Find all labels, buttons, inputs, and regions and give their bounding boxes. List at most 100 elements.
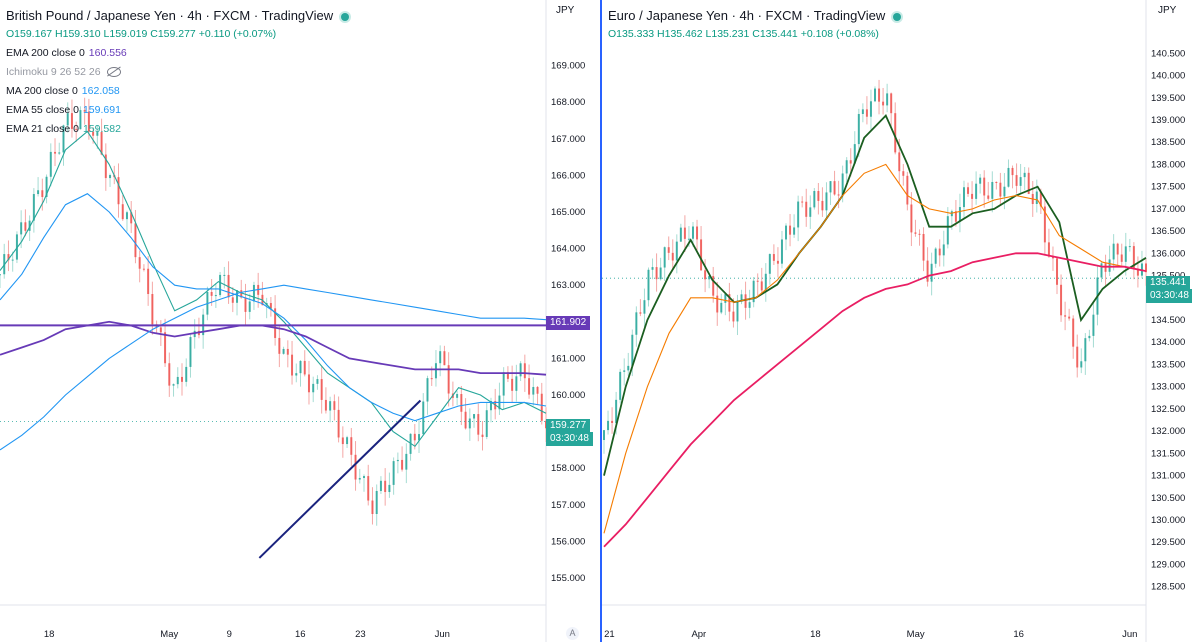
candle-body <box>481 434 484 437</box>
y-tick-label: 167.000 <box>551 134 585 145</box>
candle-body <box>210 291 213 296</box>
candle-body <box>489 401 492 411</box>
candle-body <box>286 348 289 355</box>
candle-body <box>962 187 965 208</box>
candle-body <box>70 113 73 129</box>
candle-body <box>1064 315 1067 317</box>
indicator-ema55[interactable]: EMA 55 close 0 159.691 <box>6 104 121 116</box>
x-tick-label: 16 <box>295 629 306 640</box>
chart-pane-gbpjpy[interactable]: 155.000156.000157.000158.000159.000160.0… <box>0 0 600 642</box>
candle-body <box>371 500 374 514</box>
candle-body <box>62 125 65 153</box>
candle-body <box>1068 316 1071 319</box>
candle-body <box>655 267 658 280</box>
candle-body <box>898 152 901 172</box>
candle-body <box>130 212 133 224</box>
candle-body <box>679 227 682 242</box>
indicator-ma200[interactable]: MA 200 close 0 162.058 <box>6 85 120 97</box>
indicator-ema200[interactable]: EMA 200 close 0 160.556 <box>6 47 127 59</box>
candle-body <box>392 461 395 485</box>
candle-body <box>878 88 881 102</box>
y-tick-label: 128.500 <box>1151 582 1185 593</box>
candle-body <box>671 252 674 261</box>
candle-body <box>1019 177 1022 186</box>
candle-body <box>324 399 327 411</box>
y-tick-label: 138.500 <box>1151 137 1185 148</box>
candle-body <box>299 360 302 374</box>
candle-body <box>615 399 618 423</box>
candle-body <box>1080 361 1083 368</box>
ohlc-open: O135.333 <box>608 28 655 40</box>
x-tick-label: 21 <box>604 629 615 640</box>
candle-body <box>274 308 277 338</box>
candle-body <box>303 360 306 375</box>
candle-body <box>1092 314 1095 336</box>
candle-body <box>54 151 57 154</box>
candle-body <box>49 151 52 177</box>
y-tick-label: 160.000 <box>551 390 585 401</box>
indicator-ema21[interactable]: EMA 21 close 0 159.582 <box>6 123 121 135</box>
candle-body <box>1060 284 1063 316</box>
candle-body <box>1035 191 1038 205</box>
candle-body <box>185 366 188 382</box>
chart-pane-eurjpy[interactable]: 128.500 129.000 129.500 130.000 130.500 131.0… <box>600 0 1192 642</box>
y-tick-label: 140.500 <box>1151 48 1185 59</box>
candle-body <box>797 201 800 228</box>
candle-body <box>667 247 670 253</box>
candle-body <box>45 176 48 198</box>
candle-body <box>1043 206 1046 243</box>
candle-body <box>780 239 783 264</box>
candle-body <box>849 160 852 164</box>
candle-body <box>142 268 145 270</box>
candle-body <box>320 379 323 400</box>
candle-body <box>506 372 509 379</box>
market-status-icon <box>893 12 902 21</box>
candle-body <box>1051 256 1054 259</box>
candle-body <box>845 160 848 174</box>
candle-body <box>623 370 626 372</box>
candle-body <box>460 394 463 412</box>
candle-body <box>176 376 179 385</box>
candle-body <box>979 177 982 184</box>
candle-body <box>100 132 103 155</box>
candle-body <box>934 248 937 264</box>
candle-body <box>37 190 40 195</box>
chart-canvas-eurjpy[interactable]: 128.500 129.000 129.500 130.000 130.500 131.0… <box>602 0 1192 642</box>
candle-body <box>857 113 860 145</box>
candle-body <box>282 348 285 354</box>
candle-body <box>687 238 690 240</box>
candle-body <box>1136 268 1139 276</box>
candle-body <box>346 437 349 445</box>
y-tick-label: 158.000 <box>551 463 585 474</box>
y-tick-label: 164.000 <box>551 244 585 255</box>
ohlc-readout: O159.167 H159.310 L159.019 C159.277 +0.1… <box>6 25 349 44</box>
indicator-ichimoku[interactable]: Ichimoku 9 26 52 26 <box>6 63 349 82</box>
auto-scale-button[interactable]: A <box>566 627 579 640</box>
chart-canvas-gbpjpy[interactable]: 155.000156.000157.000158.000159.000160.0… <box>0 0 600 642</box>
candle-body <box>995 181 998 183</box>
candle-body <box>96 132 99 136</box>
candle-body <box>975 183 978 199</box>
candle-body <box>528 378 531 395</box>
candle-body <box>1108 259 1111 272</box>
candle-body <box>79 110 82 130</box>
hidden-eye-icon[interactable] <box>106 67 121 78</box>
candle-body <box>477 414 480 435</box>
candle-body <box>1145 263 1147 273</box>
candle-body <box>958 207 961 222</box>
x-tick-label: 18 <box>44 629 55 640</box>
candle-body <box>772 254 775 261</box>
candle-body <box>627 365 630 371</box>
level-tag: 161.902 <box>546 316 591 330</box>
series-line-ma-200-close-0 <box>0 284 547 451</box>
candle-body <box>1112 243 1115 260</box>
candle-body <box>172 384 175 386</box>
candle-body <box>1076 346 1079 368</box>
candle-body <box>874 88 876 102</box>
candle-body <box>1116 243 1119 255</box>
candle-body <box>248 301 251 312</box>
candle-body <box>853 144 856 164</box>
candle-body <box>337 409 340 438</box>
candle-body <box>1132 246 1135 269</box>
candle-body <box>647 269 650 301</box>
